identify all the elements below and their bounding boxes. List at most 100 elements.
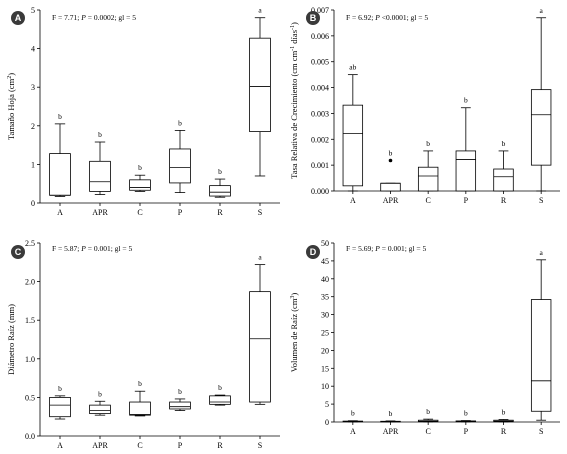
significance-letter: a [539,6,543,15]
significance-letter: b [178,118,182,127]
outlier-point [388,158,393,163]
iqr-box [380,182,401,192]
iqr-box [129,401,151,416]
panel-letter: D [310,247,317,257]
box-a: b [49,112,71,197]
stat-annotation: F = 5.87; P = 0.001; gl = 5 [52,244,132,253]
y-tick-label: 0.005 [311,58,329,67]
x-tick-label: P [464,427,469,436]
y-tick-label: 5 [325,400,329,409]
stat-annotation: F = 5.69; P = 0.001; gl = 5 [346,244,426,253]
iqr-box [169,148,191,184]
significance-letter: b [502,407,506,416]
y-tick-label: 2.0 [25,278,35,287]
box-s: a [249,253,271,405]
x-tick-label: R [501,196,507,205]
x-tick-label: APR [383,196,399,205]
x-tick-label: A [57,208,63,217]
x-tick-label: APR [383,427,399,436]
box-r: b [493,407,514,423]
y-axis-title: Tamaño Hoja (cm2) [6,73,16,140]
x-tick-label: S [539,196,543,205]
iqr-box [342,104,364,187]
x-tick-label: APR [92,208,108,217]
box-p: b [169,387,191,411]
panel-letter: C [15,247,22,257]
significance-letter: b [218,167,222,176]
y-tick-label: 0.007 [311,6,329,15]
significance-letter: a [258,253,262,262]
y-tick-label: 0.0 [25,432,35,441]
box-r: b [493,139,514,192]
significance-letter: b [178,387,182,396]
box-p: b [455,409,477,423]
iqr-box [493,168,514,192]
x-tick-label: P [464,196,469,205]
box-p: b [455,96,477,192]
iqr-box [249,37,271,132]
significance-letter: b [138,379,142,388]
y-tick-label: 0.003 [311,109,329,118]
iqr-box [209,395,231,405]
x-tick-label: S [258,208,262,217]
y-tick-label: 2 [31,122,35,131]
y-tick-label: 0.000 [311,187,329,196]
box-c: b [417,407,439,423]
box-c: b [129,379,151,417]
significance-letter: b [426,407,430,416]
box-s: a [530,248,552,421]
significance-letter: b [218,383,222,392]
x-tick-label: A [350,427,356,436]
significance-letter: b [351,409,355,418]
y-tick-label: 1.5 [25,316,35,325]
significance-letter: b [98,389,102,398]
y-tick-label: 10 [321,382,329,391]
iqr-box [530,89,552,166]
significance-letter: a [258,6,262,15]
iqr-box [89,160,111,192]
stat-annotation: F = 7.71; P = 0.0002; gl = 5 [52,13,136,22]
x-tick-label: P [178,208,183,217]
panel-letter: B [310,13,317,23]
y-tick-label: 1.0 [25,355,35,364]
y-tick-label: 30 [321,311,329,320]
panel-badge-circle [11,11,25,25]
y-axis-title: Volumen de Raíz (cm3) [289,293,299,373]
x-tick-label: S [539,427,543,436]
x-tick-label: C [425,427,430,436]
y-tick-label: 4 [31,45,35,54]
significance-letter: b [58,112,62,121]
box-apr: b [89,130,111,195]
y-tick-label: 0.001 [311,161,329,170]
stat-annotation: F = 6.92; P <0.0001; gl = 5 [346,13,428,22]
panel-badge-circle [306,245,320,259]
iqr-box [49,396,71,418]
significance-letter: b [464,409,468,418]
x-tick-label: APR [92,441,108,450]
panel-d: 0 5 10 15 20 25 30 35 40 45 50 A APR C P R Sb b b b b a F = 5.… [289,239,560,436]
y-tick-label: 0.5 [25,393,35,402]
iqr-box [169,401,191,410]
y-tick-label: 0.004 [311,84,329,93]
iqr-box [530,299,552,412]
panel-badge-circle [11,245,25,259]
significance-letter: b [138,163,142,172]
box-a: b [49,384,71,420]
x-tick-label: A [57,441,63,450]
box-c: b [129,163,151,192]
y-tick-label: 40 [321,275,329,284]
box-s: a [249,6,271,177]
box-r: b [209,383,231,406]
x-tick-label: C [137,441,142,450]
iqr-box [249,291,271,403]
significance-letter: b [58,384,62,393]
panel-letter: A [15,13,22,23]
y-axis-title: Diámetro Raíz (mm) [6,304,16,375]
x-tick-label: R [501,427,507,436]
box-apr: b [380,409,401,423]
y-tick-label: 20 [321,346,329,355]
y-tick-label: 2.5 [25,239,35,248]
y-tick-label: 0 [325,418,329,427]
